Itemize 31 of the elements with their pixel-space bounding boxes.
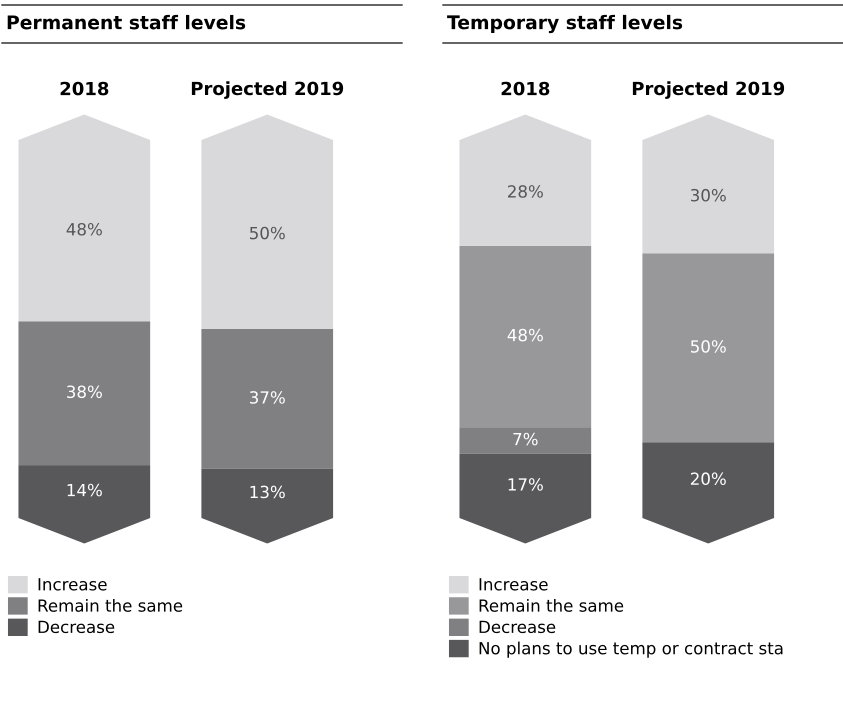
legend-label: No plans to use temp or contract sta	[480, 642, 782, 658]
legend-label: Remain the same	[38, 598, 182, 612]
bar	[642, 253, 774, 442]
legend-label: Increase	[38, 578, 107, 591]
data-label: 50%	[691, 340, 726, 353]
chart-title: Temporary staff levels	[447, 14, 682, 34]
x-tick-label: Projected 2019	[192, 81, 344, 99]
data-label: 50%	[250, 226, 285, 240]
data-label: 48%	[508, 328, 543, 342]
data-label: 30%	[690, 188, 726, 202]
bar	[18, 321, 150, 466]
x-tick-label: 2018	[502, 82, 550, 96]
data-label: 28%	[508, 185, 543, 198]
chart-title: Permanent staff levels	[8, 14, 246, 30]
legend-label: Remain the same	[480, 598, 624, 612]
bar	[459, 246, 592, 428]
data-label: 7%	[513, 432, 538, 446]
data-label: 13%	[250, 486, 285, 498]
data-label: 37%	[250, 391, 285, 404]
x-tick-label: Projected 2019	[632, 81, 784, 99]
data-label: 14%	[68, 484, 102, 496]
legend-label: Decrease	[38, 620, 114, 634]
data-label: 48%	[66, 222, 102, 236]
data-label: 20%	[690, 472, 726, 486]
legend-label: Decrease	[480, 620, 556, 634]
data-label: 17%	[508, 478, 543, 491]
data-label: 38%	[67, 385, 102, 398]
x-tick-label: 2018	[60, 82, 108, 96]
legend-label: Increase	[480, 578, 548, 591]
bar	[201, 329, 334, 469]
bar	[459, 427, 592, 454]
